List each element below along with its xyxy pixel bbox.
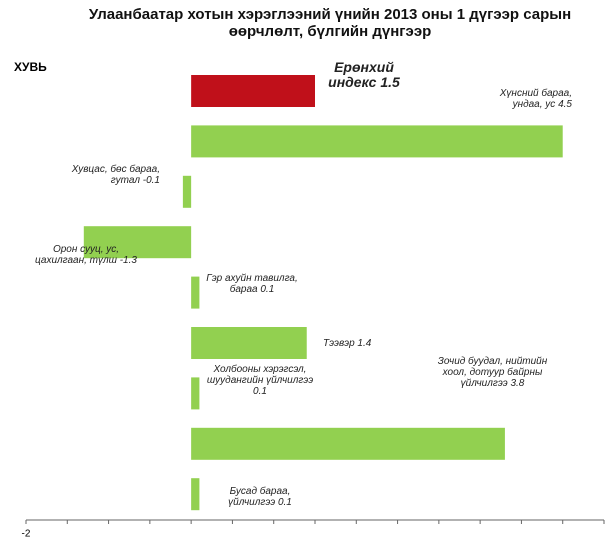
value-label: -0.1 [142,175,160,186]
value-label: 3.8 [510,378,525,389]
category-label: Орон сууц, ус, цахилгаан, түлш [35,244,120,266]
bar [191,427,505,460]
value-label: 1.5 [380,74,400,90]
category-label: Бусад бараа, үйлчилгээ [228,486,291,508]
bar [191,478,200,511]
category-label: Ерөнхий индекс [328,59,394,90]
bar [191,377,200,410]
data-label: Гэр ахуйн тавилга, бараа 0.1 [196,273,308,295]
data-label: Ерөнхий индекс 1.5 [318,60,410,90]
value-label: 1.4 [357,338,372,349]
x-tick-label: -2 [22,529,31,540]
category-label: Холбооны хэрэгсэл, шуудангийн үйлчилгээ [206,364,314,386]
data-label: Тээвэр 1.4 [323,338,413,349]
bar [191,75,315,107]
category-label: Хувцас, бөс бараа, гутал [71,164,160,186]
data-label: Хувцас, бөс бараа, гутал -0.1 [50,164,160,186]
value-label: 4.5 [558,99,572,110]
value-label: -1.3 [119,255,137,266]
category-label: Зочид буудал, нийтийн хоол, дотуур байрн… [437,356,548,389]
data-label: Орон сууц, ус, цахилгаан, түлш -1.3 [30,244,142,266]
category-label: Гэр ахуйн тавилга, бараа [206,273,298,295]
chart-title: Улаанбаатар хотын хэрэглээний үнийн 2013… [88,6,572,40]
bar [191,327,307,359]
value-label: 0.1 [260,284,275,295]
data-label: Холбооны хэрэгсэл, шуудангийн үйлчилгээ … [205,364,315,397]
category-label: Тээвэр [323,338,355,349]
category-label: Хүнсний бараа, ундаа, ус [499,88,572,110]
bar [83,226,192,259]
bar [191,125,563,158]
value-label: 0.1 [277,497,292,508]
data-label: Зочид буудал, нийтийн хоол, дотуур байрн… [430,356,555,389]
bar [191,276,200,309]
y-axis-label: ХУВЬ [14,60,47,74]
data-label: Хүнсний бараа, ундаа, ус 4.5 [470,88,572,110]
data-label: Бусад бараа, үйлчилгээ 0.1 [205,486,315,508]
bar [182,175,192,208]
value-label: 0.1 [253,386,267,397]
